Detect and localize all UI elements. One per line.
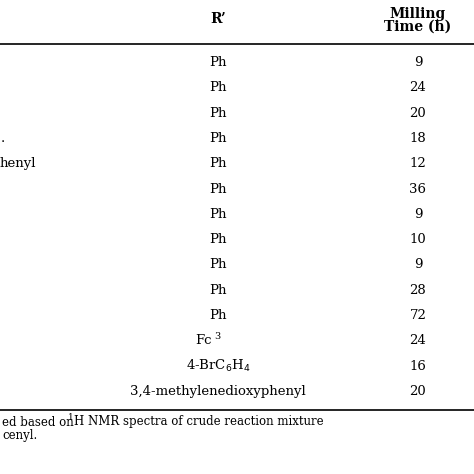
Text: 24: 24 bbox=[410, 82, 427, 94]
Text: 9: 9 bbox=[414, 258, 422, 272]
Text: 16: 16 bbox=[410, 360, 427, 373]
Text: 20: 20 bbox=[410, 385, 427, 398]
Text: 4-BrC$_6$H$_4$: 4-BrC$_6$H$_4$ bbox=[186, 358, 250, 374]
Text: henyl: henyl bbox=[0, 157, 36, 170]
Text: 24: 24 bbox=[410, 334, 427, 347]
Text: Ph: Ph bbox=[209, 56, 227, 69]
Text: Ph: Ph bbox=[209, 132, 227, 145]
Text: cenyl.: cenyl. bbox=[2, 429, 37, 443]
Text: 10: 10 bbox=[410, 233, 427, 246]
Text: Ph: Ph bbox=[209, 107, 227, 120]
Text: Ph: Ph bbox=[209, 182, 227, 196]
Text: Milling: Milling bbox=[390, 7, 446, 21]
Text: 1: 1 bbox=[68, 413, 74, 422]
Text: ed based on: ed based on bbox=[2, 416, 78, 428]
Text: 18: 18 bbox=[410, 132, 427, 145]
Text: Time (h): Time (h) bbox=[384, 20, 452, 34]
Text: H NMR spectra of crude reaction mixture: H NMR spectra of crude reaction mixture bbox=[74, 416, 324, 428]
Text: 20: 20 bbox=[410, 107, 427, 120]
Text: 28: 28 bbox=[410, 284, 427, 297]
Text: Ph: Ph bbox=[209, 284, 227, 297]
Text: 9: 9 bbox=[414, 56, 422, 69]
Text: .: . bbox=[1, 132, 5, 145]
Text: 9: 9 bbox=[414, 208, 422, 221]
Text: R’: R’ bbox=[210, 12, 226, 26]
Text: 3: 3 bbox=[214, 332, 220, 341]
Text: Ph: Ph bbox=[209, 157, 227, 170]
Text: 36: 36 bbox=[410, 182, 427, 196]
Text: Ph: Ph bbox=[209, 208, 227, 221]
Text: Ph: Ph bbox=[209, 233, 227, 246]
Text: Fc: Fc bbox=[195, 334, 212, 347]
Text: 72: 72 bbox=[410, 309, 427, 322]
Text: 3,4-methylenedioxyphenyl: 3,4-methylenedioxyphenyl bbox=[130, 385, 306, 398]
Text: Ph: Ph bbox=[209, 309, 227, 322]
Text: Ph: Ph bbox=[209, 82, 227, 94]
Text: Ph: Ph bbox=[209, 258, 227, 272]
Text: 12: 12 bbox=[410, 157, 427, 170]
